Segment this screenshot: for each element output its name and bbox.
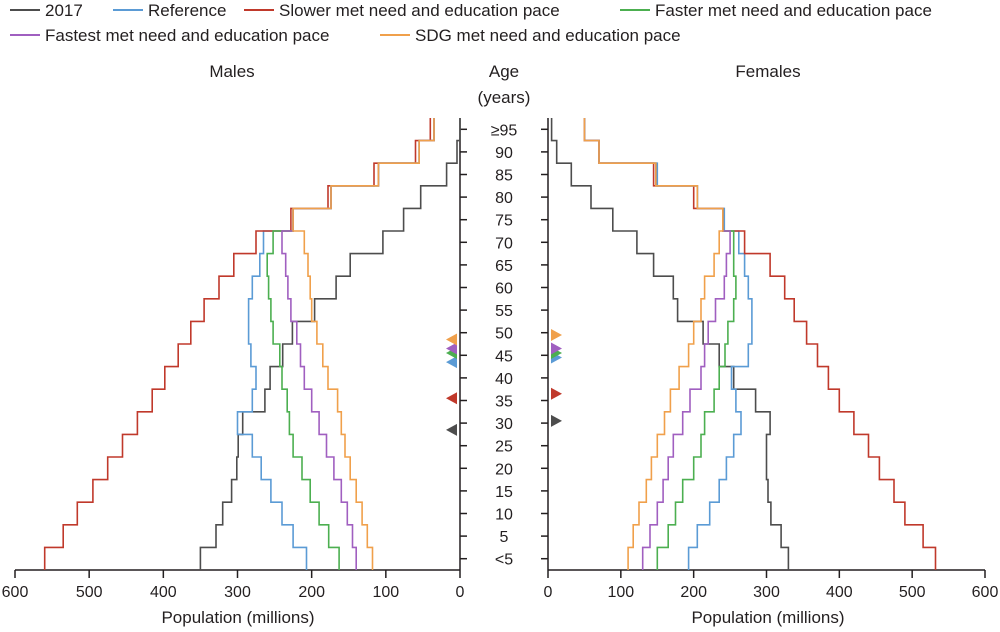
females-median-marker-2017 [551, 414, 562, 427]
age-tick-label: 75 [495, 213, 513, 230]
age-tick-label: 25 [495, 439, 513, 456]
females-x-tick-label: 200 [680, 584, 707, 601]
males-x-tick-label: 600 [2, 584, 29, 601]
females-x-tick-label: 300 [753, 584, 780, 601]
males-x-axis-label: Population (millions) [161, 608, 314, 627]
age-tick-label: 60 [495, 281, 513, 298]
legend-label-2: Slower met need and education pace [279, 1, 560, 20]
females-x-tick-label: 100 [607, 584, 634, 601]
age-tick-label: <5 [495, 552, 513, 569]
age-tick-label: 80 [495, 190, 513, 207]
females-x-tick-label: 0 [544, 584, 553, 601]
males-series-sdg-met-need-and-education-pace [292, 118, 435, 570]
males-panel-title: Males [209, 62, 254, 81]
age-tick-label: 90 [495, 145, 513, 162]
females-x-tick-label: 500 [899, 584, 926, 601]
age-tick-label: 5 [500, 529, 509, 546]
females-series-2017 [550, 118, 790, 570]
females-median-marker-sdg-met-need-and-education-pace [551, 328, 562, 341]
females-series-slower-met-need-and-education-pace [583, 118, 937, 570]
males-x-tick-label: 400 [150, 584, 177, 601]
males-x-tick-label: 100 [372, 584, 399, 601]
median-markers [446, 328, 562, 436]
age-tick-label: 45 [495, 348, 513, 365]
age-tick-label: 65 [495, 258, 513, 275]
age-tick-label: 70 [495, 235, 513, 252]
males-median-marker-reference [446, 356, 457, 369]
age-tick-label: 35 [495, 394, 513, 411]
females-series-sdg-met-need-and-education-pace [583, 118, 724, 570]
age-axis-title-line1: Age [489, 62, 519, 81]
males-x-tick-label: 0 [456, 584, 465, 601]
age-tick-label: 50 [495, 326, 513, 343]
panel-titles: Males Females Age (years) [209, 62, 800, 107]
age-tick-label: 20 [495, 461, 513, 478]
age-tick-label: ≥95 [491, 122, 518, 139]
females-median-marker-fastest-met-need-and-education-pace [551, 342, 562, 355]
males-series-2017 [199, 118, 461, 570]
males-median-marker-slower-met-need-and-education-pace [446, 392, 457, 405]
males-x-tick-label: 200 [298, 584, 325, 601]
males-median-marker-2017 [446, 423, 457, 436]
age-tick-label: 30 [495, 416, 513, 433]
legend-label-5: SDG met need and education pace [415, 26, 681, 45]
age-tick-label: 15 [495, 484, 513, 501]
males-median-marker-sdg-met-need-and-education-pace [446, 333, 457, 346]
females-x-tick-label: 400 [826, 584, 853, 601]
age-tick-label: 10 [495, 507, 513, 524]
females-median-marker-slower-met-need-and-education-pace [551, 387, 562, 400]
females-x-axis-label: Population (millions) [691, 608, 844, 627]
age-tick-label: 55 [495, 303, 513, 320]
age-axis-title-line2: (years) [478, 88, 531, 107]
males-x-tick-label: 300 [224, 584, 251, 601]
males-series-slower-met-need-and-education-pace [43, 118, 432, 570]
legend-label-1: Reference [148, 1, 226, 20]
females-panel-title: Females [735, 62, 800, 81]
legend: 2017 Reference Slower met need and educati… [10, 1, 932, 45]
legend-label-4: Fastest met need and education pace [45, 26, 329, 45]
age-tick-label: 85 [495, 168, 513, 185]
legend-label-3: Faster met need and education pace [655, 1, 932, 20]
legend-label-0: 2017 [45, 1, 83, 20]
series-layer [43, 118, 937, 570]
males-median-marker-fastest-met-need-and-education-pace [446, 342, 457, 355]
males-x-tick-label: 500 [76, 584, 103, 601]
axes: 0 100 200 300 400 500 600 0 100 200 300 400 500 600 <5… [2, 118, 999, 601]
age-tick-label: 40 [495, 371, 513, 388]
females-x-tick-label: 600 [972, 584, 999, 601]
